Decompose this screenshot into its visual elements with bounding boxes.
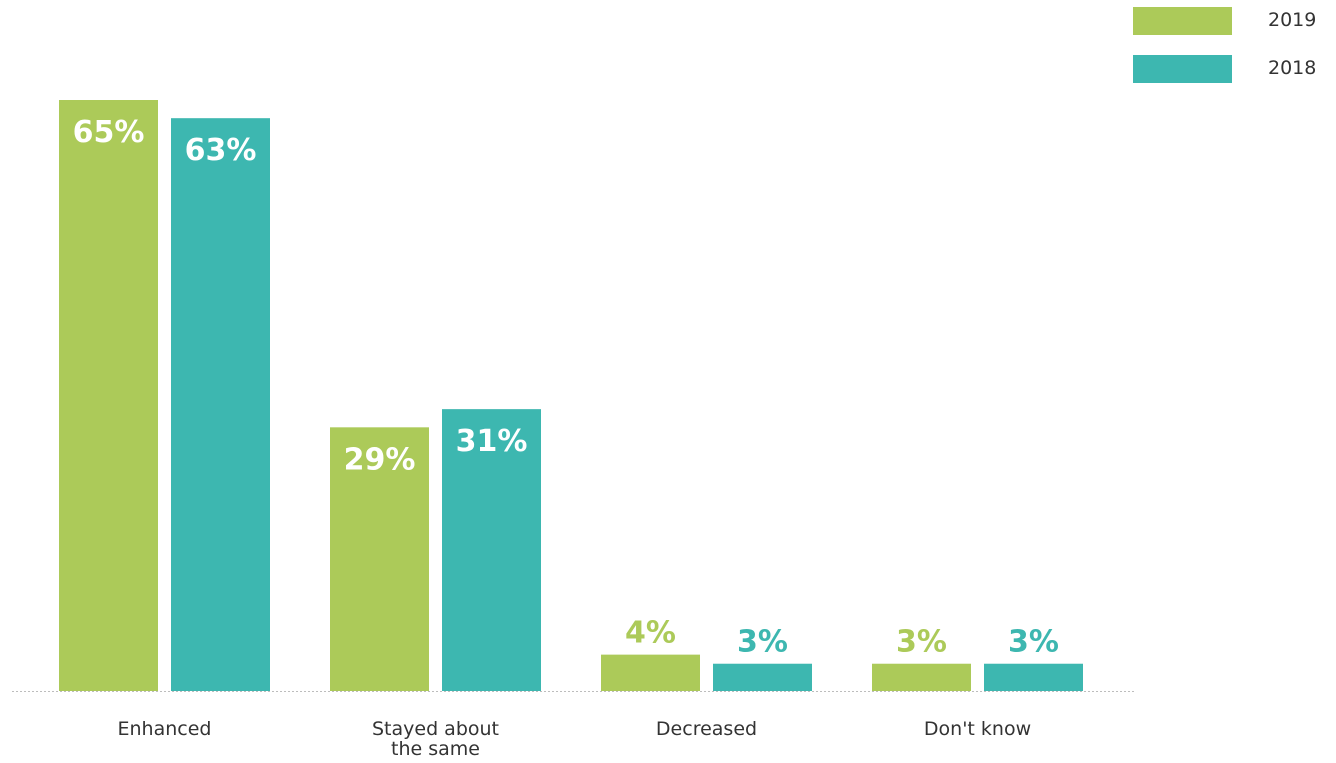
bar-2018-3 bbox=[984, 663, 1083, 691]
bar-2019-0 bbox=[59, 100, 158, 691]
category-label-1: Stayed about the same bbox=[372, 718, 499, 760]
bar-2019-1 bbox=[330, 427, 429, 691]
legend-label-2018: 2018 bbox=[1268, 57, 1317, 79]
legend-item-2019: 2019 bbox=[1133, 7, 1333, 35]
data-label-2018-1: 31% bbox=[456, 424, 528, 459]
data-label-2019-2: 4% bbox=[625, 616, 676, 651]
data-label-2018-0: 63% bbox=[185, 133, 257, 168]
category-label-0: Enhanced bbox=[118, 718, 212, 740]
category-label-3: Don't know bbox=[924, 718, 1031, 740]
category-label-2: Decreased bbox=[656, 718, 757, 740]
data-label-2018-3: 3% bbox=[1008, 625, 1059, 660]
data-label-2019-3: 3% bbox=[896, 625, 947, 660]
legend-swatch-2019 bbox=[1133, 7, 1232, 35]
legend-swatch-2018 bbox=[1133, 55, 1232, 83]
bar-2018-0 bbox=[171, 118, 270, 691]
bar-2018-1 bbox=[442, 409, 541, 691]
legend-item-2018: 2018 bbox=[1133, 55, 1333, 83]
data-label-2018-2: 3% bbox=[737, 625, 788, 660]
data-label-2019-1: 29% bbox=[344, 442, 416, 477]
legend-label-2019: 2019 bbox=[1268, 9, 1317, 31]
bar-2018-2 bbox=[713, 663, 812, 691]
bar-2019-3 bbox=[872, 663, 971, 691]
data-label-2019-0: 65% bbox=[73, 115, 145, 150]
bar-2019-2 bbox=[601, 654, 700, 691]
legend: 2019 2018 bbox=[1133, 7, 1333, 103]
